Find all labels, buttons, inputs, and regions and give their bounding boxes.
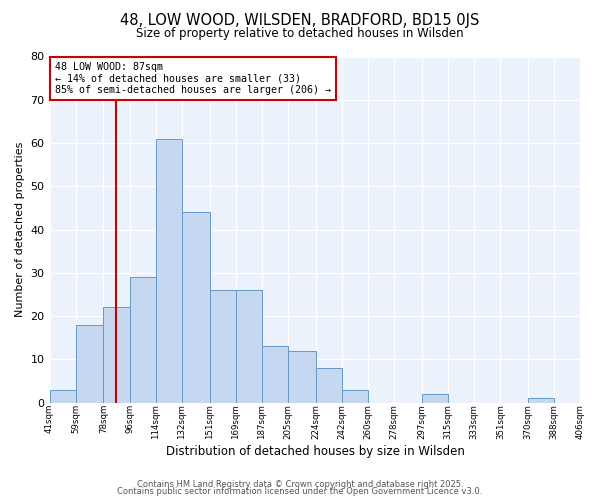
Bar bbox=[288, 351, 316, 403]
Text: 48, LOW WOOD, WILSDEN, BRADFORD, BD15 0JS: 48, LOW WOOD, WILSDEN, BRADFORD, BD15 0J… bbox=[121, 12, 479, 28]
Bar bbox=[76, 325, 103, 402]
Y-axis label: Number of detached properties: Number of detached properties bbox=[15, 142, 25, 318]
Bar bbox=[182, 212, 209, 402]
Text: Contains public sector information licensed under the Open Government Licence v3: Contains public sector information licen… bbox=[118, 488, 482, 496]
Bar bbox=[103, 308, 130, 402]
Bar bbox=[316, 368, 342, 402]
Text: Contains HM Land Registry data © Crown copyright and database right 2025.: Contains HM Land Registry data © Crown c… bbox=[137, 480, 463, 489]
Bar bbox=[422, 394, 448, 402]
X-axis label: Distribution of detached houses by size in Wilsden: Distribution of detached houses by size … bbox=[166, 444, 464, 458]
Bar bbox=[130, 277, 156, 402]
Bar bbox=[50, 390, 76, 402]
Bar bbox=[528, 398, 554, 402]
Bar bbox=[236, 290, 262, 403]
Text: 48 LOW WOOD: 87sqm
← 14% of detached houses are smaller (33)
85% of semi-detache: 48 LOW WOOD: 87sqm ← 14% of detached hou… bbox=[55, 62, 331, 95]
Bar bbox=[342, 390, 368, 402]
Bar bbox=[262, 346, 288, 403]
Bar bbox=[209, 290, 236, 403]
Bar bbox=[156, 138, 182, 402]
Text: Size of property relative to detached houses in Wilsden: Size of property relative to detached ho… bbox=[136, 28, 464, 40]
